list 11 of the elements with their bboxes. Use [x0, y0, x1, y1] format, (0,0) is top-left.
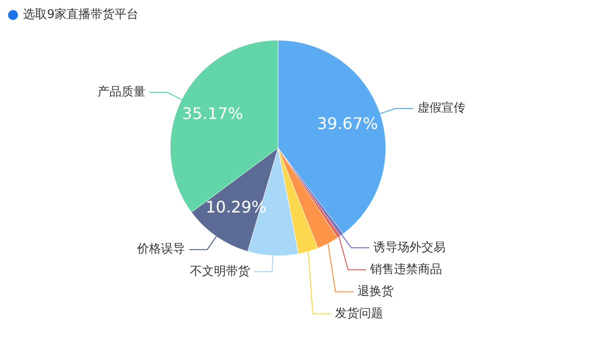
slice-label: 产品质量: [97, 84, 146, 99]
slice-label: 诱导场外交易: [373, 240, 446, 254]
slice-label: 退换货: [357, 284, 394, 298]
slice-label: 价格误导: [136, 242, 186, 256]
slice-label: 虚假宣传: [417, 100, 466, 115]
chart-title: 选取9家直播带货平台: [23, 6, 139, 23]
data-label: 39.67%: [316, 114, 378, 133]
slice-label: 不文明带货: [190, 264, 250, 278]
slice-label: 发货问题: [334, 306, 383, 320]
slice-label: 销售违禁商品: [369, 262, 442, 276]
data-label: 35.17%: [182, 104, 244, 124]
